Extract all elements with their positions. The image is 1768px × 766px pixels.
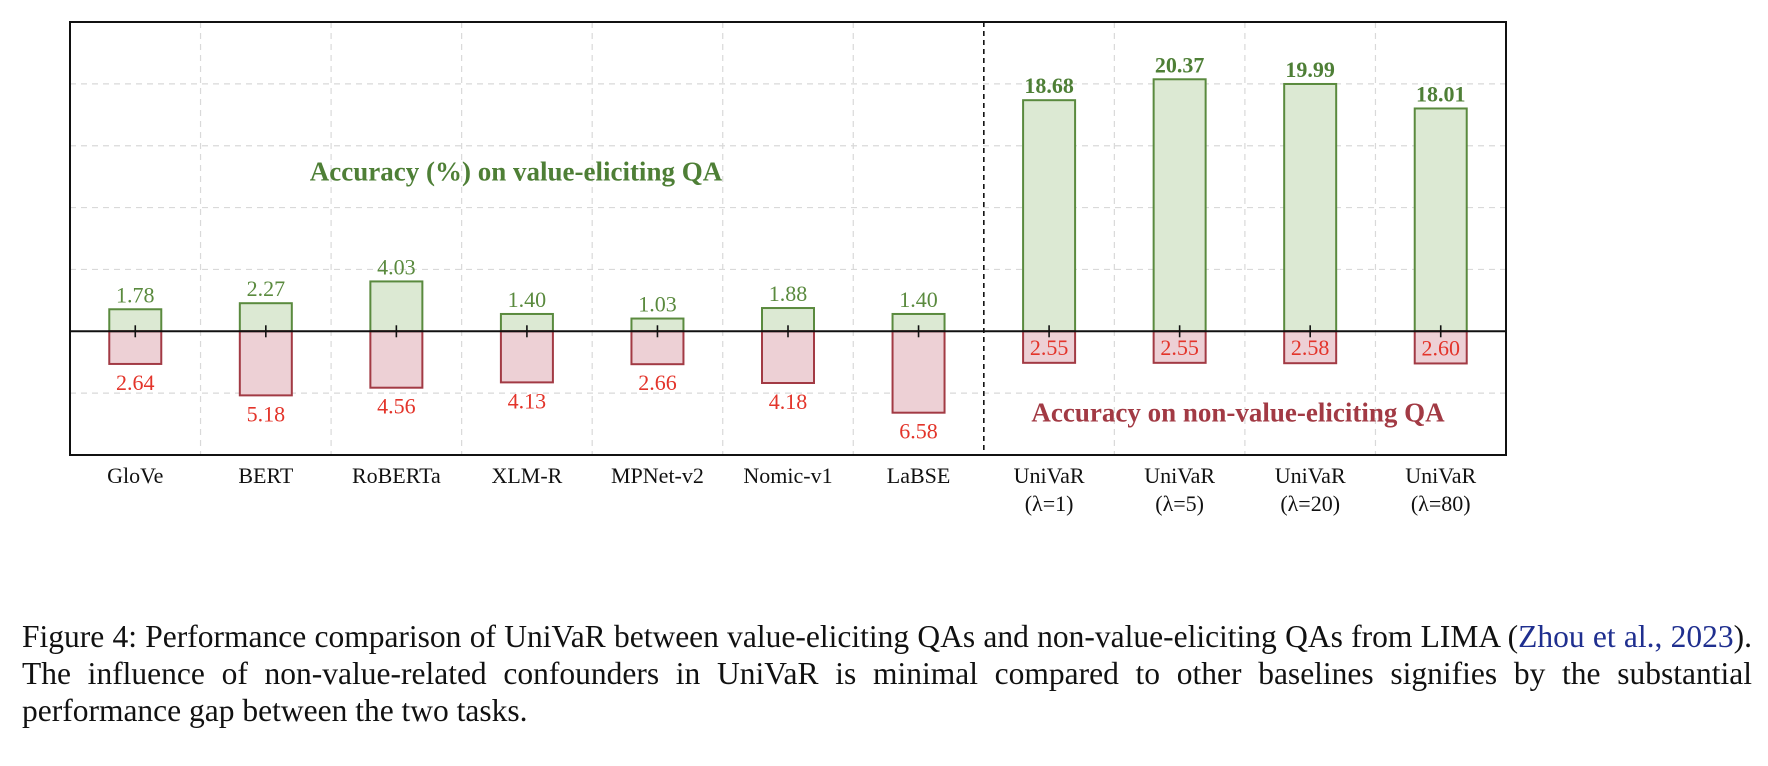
x-tick-sublabel: (λ=5) [1155, 491, 1204, 516]
x-tick-label: UniVaR [1405, 463, 1476, 488]
bar-value-eliciting [1283, 82, 1338, 333]
data-label-value-eliciting: 19.99 [1285, 57, 1335, 82]
x-tick-label: BERT [238, 463, 293, 488]
data-label-value-eliciting: 20.37 [1155, 52, 1205, 77]
citation-year: 2023 [1670, 619, 1734, 654]
data-label-value-eliciting: 18.01 [1416, 81, 1466, 106]
bar-value-eliciting [1022, 99, 1077, 333]
bar-non-value-eliciting [761, 330, 815, 384]
x-tick-sublabel: (λ=1) [1025, 491, 1074, 516]
bar-value-eliciting [369, 280, 424, 333]
series-labels: Accuracy (%) on value-eliciting QA Accura… [310, 156, 1445, 427]
data-label-non-value-eliciting: 2.64 [116, 370, 155, 395]
x-tick-label: RoBERTa [352, 463, 441, 488]
x-tick-label: UniVaR [1144, 463, 1215, 488]
data-label-non-value-eliciting: 2.60 [1421, 335, 1460, 360]
series-label-non-value-eliciting: Accuracy on non-value-eliciting QA [1031, 398, 1445, 428]
x-tick-label: Nomic-v1 [743, 463, 832, 488]
data-label-value-eliciting: 4.03 [377, 254, 416, 279]
data-label-value-eliciting: 18.68 [1024, 73, 1074, 98]
data-label-non-value-eliciting: 2.55 [1030, 335, 1069, 360]
data-label-value-eliciting: 1.78 [116, 282, 155, 307]
x-tick-label: MPNet-v2 [611, 463, 704, 488]
citation-author: Zhou et al. [1518, 619, 1655, 654]
bar-chart: 1.78 2.64 2.27 5.18 4.03 4.56 1.40 4.13 1.03 2.66… [69, 21, 1507, 516]
data-label-non-value-eliciting: 6.58 [899, 419, 938, 444]
data-label-value-eliciting: 1.03 [638, 292, 677, 317]
x-tick-sublabel: (λ=80) [1411, 491, 1471, 516]
data-label-value-eliciting: 1.40 [508, 287, 547, 312]
bar-non-value-eliciting [369, 330, 424, 389]
bar-value-eliciting [1152, 78, 1207, 333]
data-label-value-eliciting: 2.27 [247, 276, 286, 301]
caption-prefix: Figure 4: Performance comparison of UniV… [22, 619, 1519, 654]
data-label-non-value-eliciting: 4.18 [769, 389, 808, 414]
bar-non-value-eliciting [891, 330, 946, 414]
data-label-non-value-eliciting: 2.66 [638, 370, 677, 395]
data-labels: 1.78 2.64 2.27 5.18 4.03 4.56 1.40 4.13 1.03 2.66… [116, 52, 1465, 443]
x-tick-label: UniVaR [1014, 463, 1085, 488]
caption-suffix: ). The influence of non-value-related co… [22, 619, 1753, 728]
grid-lines [70, 22, 1506, 455]
x-tick-labels: GloVe BERT RoBERTa XLM-R MPNet-v2 Nomic-v1 LaB… [107, 463, 1476, 516]
citation-separator: , [1654, 619, 1671, 654]
data-label-non-value-eliciting: 5.18 [247, 401, 286, 426]
series-label-value-eliciting: Accuracy (%) on value-eliciting QA [310, 156, 723, 186]
bar-non-value-eliciting [1022, 330, 1077, 364]
x-tick-label: GloVe [107, 463, 163, 488]
plot-frame [69, 21, 1507, 456]
x-tick-label: UniVaR [1275, 463, 1346, 488]
data-label-non-value-eliciting: 4.13 [508, 388, 547, 413]
data-label-non-value-eliciting: 2.58 [1291, 335, 1330, 360]
bars [70, 78, 1506, 414]
data-label-non-value-eliciting: 2.55 [1160, 335, 1199, 360]
data-label-non-value-eliciting: 4.56 [377, 394, 416, 419]
x-tick-label: LaBSE [887, 463, 951, 488]
x-tick-label: XLM-R [491, 463, 562, 488]
x-tick-sublabel: (λ=20) [1280, 491, 1340, 516]
citation-link[interactable]: Zhou et al., 2023 [1518, 619, 1734, 654]
data-label-value-eliciting: 1.40 [899, 287, 938, 312]
bar-non-value-eliciting [499, 330, 554, 384]
bar-value-eliciting [1413, 107, 1468, 333]
data-label-value-eliciting: 1.88 [769, 281, 808, 306]
figure-caption: Figure 4: Performance comparison of UniV… [22, 618, 1752, 729]
bar-non-value-eliciting [238, 330, 293, 397]
